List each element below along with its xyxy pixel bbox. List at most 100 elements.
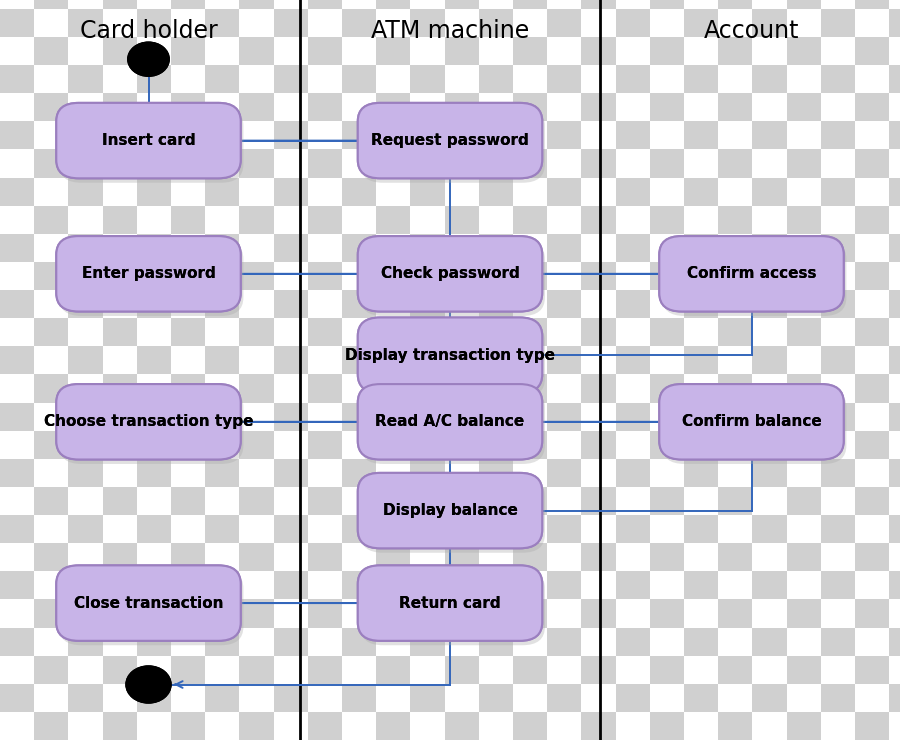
Bar [103, 149, 137, 178]
Bar [479, 0, 513, 9]
Bar [581, 628, 616, 656]
Text: Read A/C balance: Read A/C balance [375, 414, 525, 429]
Bar [205, 234, 239, 262]
FancyBboxPatch shape [358, 565, 542, 641]
Bar [581, 684, 616, 712]
Bar [137, 487, 171, 515]
Bar [513, 712, 547, 740]
Bar [752, 403, 787, 431]
Bar [855, 9, 889, 37]
Bar [547, 459, 581, 487]
Bar [855, 65, 889, 93]
Bar [787, 599, 821, 628]
Bar [787, 93, 821, 121]
Bar [34, 290, 68, 318]
Bar [274, 403, 308, 431]
Bar [376, 290, 410, 318]
Bar [205, 9, 239, 37]
Bar [68, 93, 103, 121]
Bar [479, 290, 513, 318]
Bar [68, 431, 103, 459]
Bar [376, 599, 410, 628]
Bar [205, 656, 239, 684]
Bar [137, 684, 171, 712]
Bar [547, 431, 581, 459]
Bar [445, 121, 479, 149]
Bar [445, 431, 479, 459]
Bar [479, 37, 513, 65]
Bar [171, 712, 205, 740]
Bar [513, 403, 547, 431]
Bar [513, 346, 547, 374]
Bar [410, 234, 445, 262]
Bar [787, 656, 821, 684]
Bar [376, 543, 410, 571]
Bar [103, 234, 137, 262]
FancyBboxPatch shape [358, 384, 542, 460]
Bar [616, 93, 650, 121]
Text: Account: Account [704, 18, 799, 42]
Bar [513, 262, 547, 290]
Text: Close transaction: Close transaction [74, 596, 223, 610]
FancyBboxPatch shape [358, 236, 542, 312]
Bar [410, 149, 445, 178]
Bar [684, 37, 718, 65]
Bar [855, 543, 889, 571]
Bar [445, 178, 479, 206]
Bar [787, 403, 821, 431]
Bar [445, 656, 479, 684]
Bar [547, 93, 581, 121]
Bar [410, 543, 445, 571]
Bar [821, 459, 855, 487]
Bar [410, 93, 445, 121]
Bar [787, 346, 821, 374]
Bar [239, 403, 274, 431]
Bar [513, 515, 547, 543]
Bar [137, 262, 171, 290]
Bar [410, 0, 445, 9]
Bar [821, 656, 855, 684]
Bar [445, 374, 479, 403]
Text: Confirm access: Confirm access [687, 266, 816, 281]
Bar [650, 234, 684, 262]
Bar [274, 206, 308, 234]
Bar [342, 346, 376, 374]
Bar [889, 149, 900, 178]
Text: Choose transaction type: Choose transaction type [44, 414, 253, 429]
Bar [34, 346, 68, 374]
Bar [889, 346, 900, 374]
Bar [68, 656, 103, 684]
Bar [137, 459, 171, 487]
Bar [137, 403, 171, 431]
Text: Request password: Request password [371, 133, 529, 148]
Bar [821, 571, 855, 599]
Bar [752, 431, 787, 459]
Bar [718, 459, 752, 487]
Bar [479, 65, 513, 93]
Bar [547, 543, 581, 571]
Circle shape [126, 666, 171, 703]
Bar [342, 37, 376, 65]
Bar [376, 712, 410, 740]
Bar [787, 515, 821, 543]
Bar [684, 234, 718, 262]
Bar [342, 121, 376, 149]
Bar [308, 628, 342, 656]
Bar [171, 0, 205, 9]
Bar [889, 65, 900, 93]
Bar [718, 0, 752, 9]
Bar [821, 0, 855, 9]
FancyBboxPatch shape [358, 103, 542, 178]
Bar [650, 149, 684, 178]
Bar [342, 234, 376, 262]
Bar [103, 459, 137, 487]
Bar [889, 684, 900, 712]
Bar [752, 656, 787, 684]
Bar [171, 599, 205, 628]
Bar [821, 206, 855, 234]
Bar [239, 206, 274, 234]
Bar [376, 121, 410, 149]
Bar [103, 543, 137, 571]
Circle shape [126, 666, 171, 703]
Bar [410, 121, 445, 149]
